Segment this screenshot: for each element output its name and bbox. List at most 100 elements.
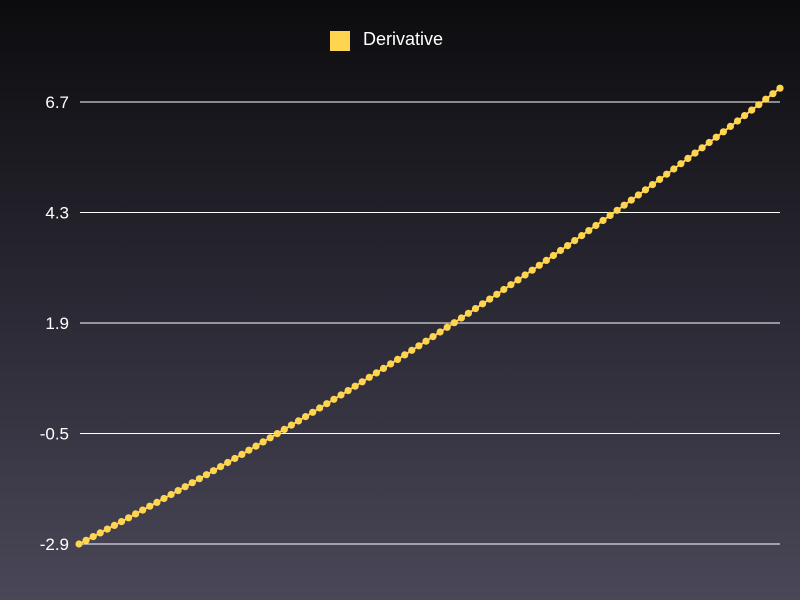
data-point (167, 490, 175, 499)
data-point (599, 216, 607, 225)
data-point (606, 211, 614, 219)
data-point (110, 521, 118, 530)
data-point (188, 479, 196, 487)
data-point (181, 483, 189, 491)
data-point (245, 446, 253, 454)
data-point (117, 518, 126, 526)
data-point (379, 364, 388, 372)
data-point (748, 106, 756, 114)
data-point (89, 533, 97, 541)
data-point (195, 475, 203, 483)
data-point (578, 232, 586, 240)
data-point (273, 430, 281, 438)
data-point (521, 271, 529, 279)
data-point (153, 498, 161, 506)
data-point (415, 342, 423, 350)
data-point (585, 227, 593, 235)
data-point (82, 536, 90, 544)
data-point (443, 323, 451, 331)
data-point (316, 404, 324, 412)
data-point (217, 463, 225, 471)
data-point (231, 454, 239, 463)
data-point (556, 246, 565, 255)
data-point (571, 237, 579, 245)
data-point (648, 181, 657, 189)
data-point (394, 355, 402, 363)
data-point (146, 502, 154, 510)
y-tick-label: 6.7 (45, 93, 69, 112)
data-point (280, 425, 288, 433)
data-point (209, 467, 218, 475)
series-derivative (75, 84, 784, 548)
y-axis-tick-labels: -2.9 -0.5 1.9 4.3 6.7 (40, 93, 69, 554)
data-point (429, 333, 437, 341)
data-point (174, 487, 182, 495)
data-point (634, 191, 643, 199)
data-point (592, 221, 600, 230)
data-point (663, 170, 671, 178)
data-point (75, 540, 83, 548)
data-point (287, 421, 295, 429)
legend-swatch (330, 31, 350, 51)
data-point (372, 369, 380, 377)
data-point (422, 337, 430, 345)
data-point (337, 391, 345, 399)
data-point (132, 510, 140, 518)
data-point (627, 196, 635, 204)
data-point (535, 261, 543, 269)
data-point (500, 285, 508, 294)
data-point (705, 138, 713, 147)
data-point (776, 84, 784, 92)
data-point (139, 506, 147, 514)
data-point (733, 117, 742, 125)
data-point (684, 154, 692, 162)
data-point (365, 373, 373, 381)
data-point (351, 382, 359, 390)
data-point (493, 290, 501, 298)
data-point (528, 266, 536, 274)
y-tick-label: 1.9 (45, 314, 69, 333)
data-point (719, 128, 728, 136)
data-point (323, 400, 331, 408)
data-point (302, 413, 310, 421)
y-tick-label: 4.3 (45, 204, 69, 223)
data-point (479, 300, 487, 308)
data-point (755, 101, 763, 109)
data-point (457, 314, 465, 322)
y-tick-label: -0.5 (40, 425, 69, 444)
data-point (542, 256, 550, 264)
series-line (78, 87, 781, 545)
data-point (125, 514, 133, 522)
data-point (620, 201, 628, 209)
data-point (507, 281, 515, 289)
data-point (464, 309, 472, 317)
data-point (330, 395, 338, 403)
data-point (656, 175, 664, 183)
data-point (224, 458, 232, 467)
data-point (450, 319, 458, 327)
data-point (613, 206, 621, 214)
data-point (769, 90, 777, 98)
data-point (252, 442, 260, 450)
data-point (358, 378, 366, 386)
data-point (408, 346, 416, 354)
data-point (486, 295, 494, 303)
data-point (549, 251, 558, 260)
data-point (712, 133, 720, 141)
data-point (726, 122, 735, 130)
data-point (564, 242, 572, 250)
data-point (266, 434, 274, 442)
data-point (691, 149, 699, 157)
data-point (103, 525, 111, 533)
data-point (514, 276, 522, 284)
data-point (344, 387, 352, 395)
data-point (96, 529, 104, 537)
data-point (677, 160, 685, 168)
data-point (641, 186, 650, 194)
data-point (294, 417, 303, 425)
data-point (387, 360, 395, 368)
data-point (238, 450, 246, 458)
data-point (309, 408, 317, 416)
legend-label-derivative: Derivative (363, 29, 443, 49)
